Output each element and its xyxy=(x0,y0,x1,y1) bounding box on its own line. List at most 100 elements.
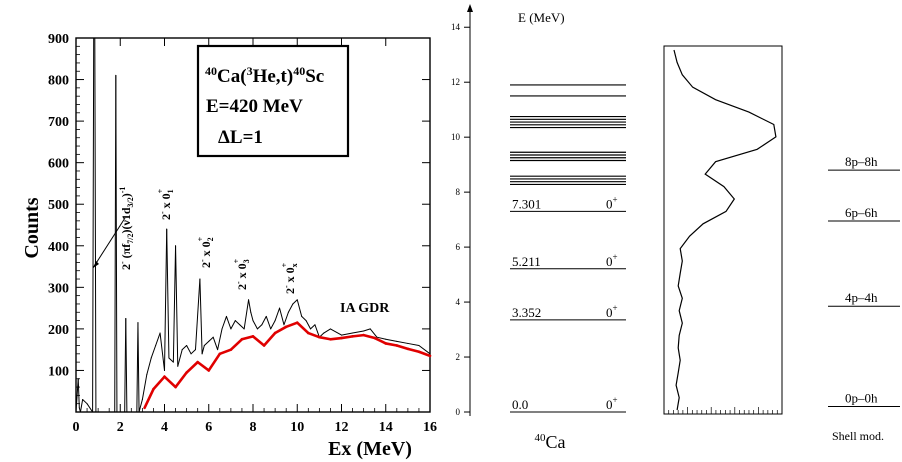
strength-ticks xyxy=(668,407,778,414)
spectrum-segment xyxy=(92,37,95,413)
level-axis-tick-label: 10 xyxy=(451,132,461,142)
fit-segment xyxy=(163,375,177,389)
spectrum-ticks: 0 2 4 6 8 10 12 14 16 100 200 300 400 500 600 700 800 900 xyxy=(48,32,437,435)
spectrum-segment xyxy=(314,324,320,338)
svg-text:2- (πf7/2)(ν1d3/2)-1: 2- (πf7/2)(ν1d3/2)-1 xyxy=(118,187,135,270)
spectrum-segment xyxy=(239,324,245,330)
spectrum-segment xyxy=(159,332,165,371)
level-axis-tick-label: 14 xyxy=(451,22,461,32)
shell-model-levels: 0p–0h 4p–4h 6p–6h 8p–8h xyxy=(828,154,900,408)
svg-text:2- x 02+: 2- x 02+ xyxy=(196,236,215,268)
spectrum-segment xyxy=(150,345,157,359)
spectrum-segment xyxy=(172,245,177,363)
x-tick-label: 0 xyxy=(73,420,80,435)
spectrum-segment xyxy=(82,399,88,405)
spectrum-segment xyxy=(79,399,84,413)
spectrum-segment xyxy=(329,328,342,336)
level-spin-parity-label: 0+ xyxy=(606,252,618,269)
spectrum-segment xyxy=(385,338,398,342)
annotation-2minus-particle-hole: 2- (πf7/2)(ν1d3/2)-1 xyxy=(92,187,135,270)
fit-segment xyxy=(362,333,376,340)
fit-segment xyxy=(417,350,432,358)
level-axis-tick-label: 6 xyxy=(456,242,461,252)
spectrum-x-axis-label: Ex (MeV) xyxy=(328,438,412,460)
x-tick-label: 2 xyxy=(117,420,124,435)
y-tick-label: 100 xyxy=(48,364,69,379)
spectrum-segment xyxy=(199,278,203,355)
spectrum-segment xyxy=(208,336,214,342)
spectrum-segment xyxy=(301,315,307,322)
strength-panel xyxy=(663,45,783,415)
level-spin-parity-label: 0+ xyxy=(606,303,618,320)
y-tick-label: 300 xyxy=(48,281,69,296)
spectrum-segment xyxy=(363,328,371,332)
reaction-box xyxy=(196,44,350,158)
spectrum-segment xyxy=(248,299,252,313)
fit-segment xyxy=(196,360,211,372)
fit-segment xyxy=(340,335,354,340)
annotation-arrow-head xyxy=(93,261,99,268)
delta-l-label: ΔL=1 xyxy=(218,127,263,148)
spectrum-segment xyxy=(186,345,192,355)
fit-segment xyxy=(185,360,199,374)
fit-segment xyxy=(406,347,421,354)
spectrum-segment xyxy=(115,74,118,413)
spectrum-segment xyxy=(418,345,431,355)
level-energy-label: 0.0 xyxy=(512,397,528,412)
spectrum-segment xyxy=(250,311,254,322)
spectrum-segment xyxy=(234,320,241,326)
level-axis-tick-label: 2 xyxy=(456,352,461,362)
spectrum-segment xyxy=(212,336,219,351)
spectrum-segment xyxy=(243,299,250,330)
spectrum-segment xyxy=(270,320,276,330)
x-tick-label: 16 xyxy=(423,420,437,435)
strength-curve xyxy=(673,49,777,411)
fit-segment xyxy=(174,371,188,389)
spectrum-segment xyxy=(77,378,80,409)
fit-segment xyxy=(329,336,343,341)
spectrum-segment xyxy=(177,349,183,367)
svg-text:2- x 03+: 2- x 03+ xyxy=(232,258,251,290)
spectrum-series xyxy=(75,37,432,413)
level-scheme-label: 40Ca xyxy=(535,432,566,452)
strength-frame xyxy=(663,45,783,415)
level-energy-label: 5.211 xyxy=(512,254,541,269)
spectrum-segment xyxy=(125,318,128,413)
x-tick-label: 6 xyxy=(205,420,212,435)
level-ticks: 0 2 4 6 8 10 12 14 xyxy=(451,22,470,417)
spectrum-segment xyxy=(221,315,227,330)
level-axis-tick-label: 12 xyxy=(451,77,460,87)
annotation-2minus-x-01: 2- x 01+ xyxy=(156,188,175,220)
spectrum-segment xyxy=(141,374,148,401)
spectrum-segment xyxy=(296,299,303,317)
annotation-2minus-x-0x: 2- x 0x+ xyxy=(280,262,299,294)
spectrum-segment xyxy=(305,320,312,330)
spectrum-segment xyxy=(376,336,387,340)
shell-model-label: Shell mod. xyxy=(832,429,884,443)
energy-label: E=420 MeV xyxy=(206,96,303,117)
spectrum-segment xyxy=(75,378,79,413)
spectrum-segment xyxy=(279,307,285,326)
spectrum-segment xyxy=(292,299,298,305)
annotation-2minus-x-03: 2- x 03+ xyxy=(232,258,251,290)
spectrum-segment xyxy=(175,245,179,367)
fit-segment xyxy=(273,325,288,335)
annotation-arrow-line xyxy=(92,217,126,269)
level-spin-parity-label: 0+ xyxy=(606,395,618,412)
fit-segment xyxy=(373,336,388,345)
y-tick-label: 700 xyxy=(48,115,69,130)
spectrum-segment xyxy=(190,349,196,355)
level-energy-axis-label: E (MeV) xyxy=(518,10,565,25)
spectrum-segment xyxy=(265,315,272,330)
spectrum-segment xyxy=(396,340,409,344)
level-axis-arrow xyxy=(467,4,473,12)
shell-level-label: 4p–4h xyxy=(845,290,878,305)
spectrum-segment xyxy=(138,399,143,413)
spectrum-segment xyxy=(201,345,205,355)
fit-segment xyxy=(262,331,277,347)
x-tick-label: 10 xyxy=(290,420,304,435)
shell-level-label: 0p–0h xyxy=(845,391,878,406)
spectrum-segment xyxy=(137,322,140,413)
spectrum-segment xyxy=(181,345,188,351)
